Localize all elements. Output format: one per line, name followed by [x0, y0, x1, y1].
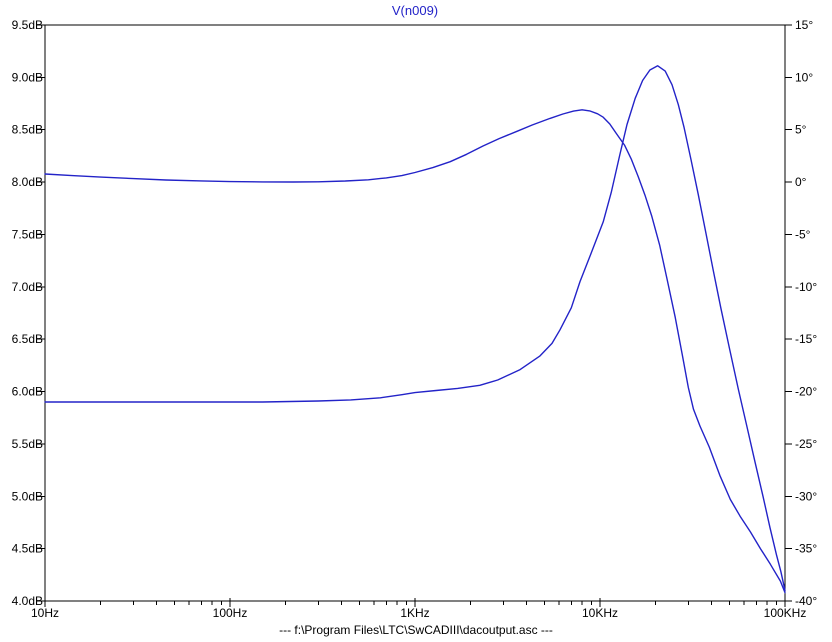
trace-title[interactable]: V(n009) — [391, 3, 439, 18]
y-left-tick-label: 8.0dB — [12, 175, 43, 189]
x-axis-tick-label: 100Hz — [213, 606, 248, 620]
y-left-tick-label: 6.5dB — [12, 332, 43, 346]
y-right-tick-label: 10° — [795, 70, 813, 84]
magnitude-trace — [44, 65, 786, 592]
y-right-tick-label: -35° — [795, 542, 817, 556]
y-right-tick-label: -25° — [795, 437, 817, 451]
y-right-tick-label: -15° — [795, 332, 817, 346]
y-right-tick-label: 15° — [795, 18, 813, 32]
x-axis-tick-label: 10Hz — [31, 606, 59, 620]
x-axis-tick-label: 1KHz — [400, 606, 429, 620]
y-right-tick-label: -40° — [795, 594, 817, 608]
x-axis-tick-label: 10KHz — [582, 606, 618, 620]
y-right-tick-label: 5° — [795, 123, 807, 137]
y-left-tick-label: 7.0dB — [12, 280, 43, 294]
y-left-tick-label: 7.5dB — [12, 227, 43, 241]
y-left-tick-label: 4.5dB — [12, 542, 43, 556]
y-right-tick-label: -5° — [795, 227, 811, 241]
y-left-tick-label: 4.0dB — [12, 594, 43, 608]
y-left-tick-label: 5.5dB — [12, 437, 43, 451]
y-left-tick-label: 5.0dB — [12, 489, 43, 503]
y-left-tick-label: 9.0dB — [12, 70, 43, 84]
y-right-tick-label: -30° — [795, 489, 817, 503]
x-axis-tick-label: 100KHz — [764, 606, 807, 620]
y-left-tick-label: 6.0dB — [12, 385, 43, 399]
y-right-tick-label: -10° — [795, 280, 817, 294]
phase-trace — [44, 109, 786, 594]
y-right-tick-label: 0° — [795, 175, 807, 189]
status-bar-file-path: --- f:\Program Files\LTC\SwCADIII\dacout… — [279, 623, 553, 637]
y-left-tick-label: 9.5dB — [12, 18, 43, 32]
y-left-tick-label: 8.5dB — [12, 123, 43, 137]
y-right-tick-label: -20° — [795, 385, 817, 399]
